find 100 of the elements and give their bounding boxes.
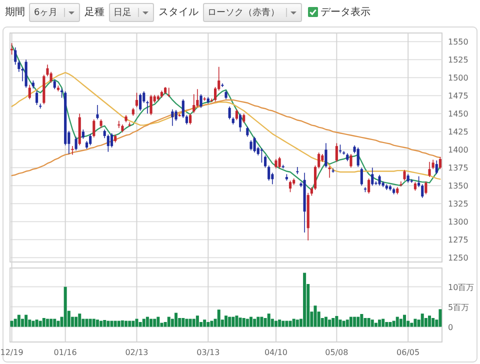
candlestick: [10, 42, 14, 56]
bar: [242, 318, 246, 327]
candlestick: [185, 114, 188, 125]
bar: [232, 316, 235, 327]
candlestick: [268, 165, 270, 182]
bar: [142, 318, 146, 327]
y-tick-label: 1500: [448, 74, 468, 83]
bar: [210, 320, 214, 327]
bar: [92, 318, 96, 327]
candlestick: [139, 93, 142, 112]
bar: [342, 320, 346, 327]
candlestick: [60, 88, 64, 98]
bar: [338, 320, 342, 327]
y-tick-label: 1525: [448, 56, 468, 65]
bar: [420, 314, 424, 327]
candlestick: [182, 98, 184, 118]
bar: [403, 314, 406, 327]
x-tick-label: 04/10: [264, 348, 288, 357]
text: スタイル: [158, 6, 199, 19]
candlestick: [432, 159, 434, 170]
x-tick-label: 06/05: [396, 348, 420, 357]
bar: [24, 314, 28, 327]
bar: [150, 318, 153, 327]
bar: [192, 318, 196, 327]
bar: [203, 320, 206, 327]
bar: [114, 320, 117, 327]
bar: [46, 318, 49, 327]
candlestick: [371, 167, 374, 186]
candlestick: [110, 132, 114, 148]
candlestick: [424, 180, 428, 195]
bar: [110, 320, 114, 327]
bar: [50, 318, 53, 327]
candlestick: [238, 113, 242, 132]
bar: [410, 322, 414, 327]
candlestick: [328, 166, 331, 178]
bar: [96, 320, 99, 327]
y-tick-label: 1325: [448, 200, 468, 209]
bar: [282, 320, 285, 327]
bar: [20, 318, 24, 327]
bar: [285, 320, 288, 327]
candlestick: [435, 160, 438, 175]
bar: [432, 318, 435, 327]
x-tick-label: 02/13: [125, 348, 148, 357]
candlestick: [314, 165, 317, 190]
bar: [260, 316, 264, 327]
candlestick: [14, 47, 17, 66]
bar: [88, 318, 92, 327]
bar: [103, 320, 106, 327]
candlestick: [400, 180, 402, 187]
candlestick: [35, 90, 38, 106]
candlestick: [171, 108, 174, 126]
x-tick-label: 03/13: [196, 348, 220, 357]
x-tick-label: 05/08: [325, 348, 348, 357]
candlestick: [378, 174, 381, 186]
bar: [32, 320, 35, 327]
candlestick: [150, 94, 152, 116]
candlestick: [350, 154, 352, 168]
candlestick: [74, 136, 78, 151]
bar: [35, 320, 38, 327]
bar: [224, 316, 228, 327]
bar: [38, 320, 42, 327]
bar: [146, 316, 149, 327]
y-tick-label: 1375: [448, 164, 468, 173]
candlestick: [324, 142, 328, 168]
bar: [153, 318, 156, 327]
bar: [288, 320, 292, 327]
y-tick-label: 1425: [448, 128, 468, 137]
text: データ表示: [320, 6, 371, 19]
y-tick-label: 5百万: [448, 302, 470, 312]
candlestick: [438, 156, 442, 170]
bar: [385, 322, 388, 327]
x-tick-label: 01/16: [54, 348, 77, 357]
bar: [85, 318, 88, 327]
bar: [356, 316, 360, 327]
text: 日足: [114, 6, 132, 18]
bar: [399, 318, 402, 327]
candlestick: [71, 146, 74, 156]
bar: [188, 318, 192, 327]
y-tick-label: 1350: [448, 182, 468, 191]
bar: [392, 320, 396, 327]
bar: [353, 316, 356, 327]
bar: [53, 318, 56, 327]
y-tick-label: 1400: [448, 146, 468, 155]
line-series: [11, 72, 441, 180]
bar: [367, 318, 370, 327]
candlestick: [250, 140, 252, 151]
bar: [360, 314, 364, 327]
bar: [106, 320, 110, 327]
bar: [64, 286, 67, 327]
bar: [246, 318, 249, 327]
bar: [156, 316, 160, 327]
y-tick-label: 1250: [448, 254, 468, 263]
x-tick-label: 12/19: [0, 348, 24, 357]
candlestick: [28, 84, 31, 100]
bar: [374, 322, 378, 327]
bar: [14, 318, 17, 327]
candlestick: [360, 167, 363, 186]
candlestick: [260, 148, 263, 164]
bar: [217, 310, 220, 327]
bar: [346, 320, 349, 327]
